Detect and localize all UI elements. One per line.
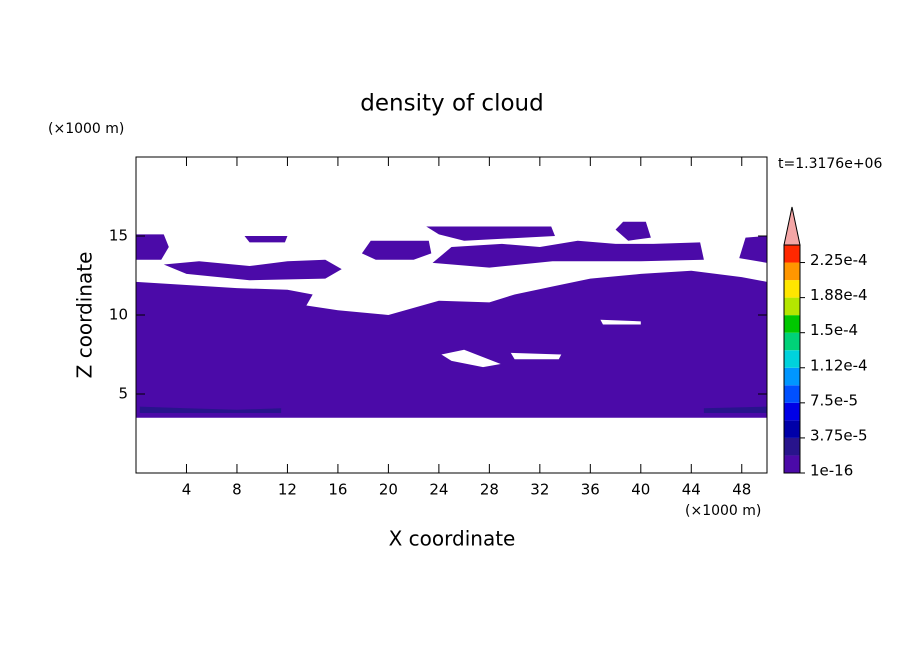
colorbar-band — [784, 315, 800, 333]
x-tick-label: 32 — [530, 481, 549, 499]
contour-region — [136, 234, 169, 260]
contour-region — [244, 236, 288, 243]
x-tick-label: 24 — [429, 481, 448, 499]
contour-region — [432, 240, 704, 268]
contour-region — [739, 236, 767, 263]
x-tick-label: 20 — [379, 481, 398, 499]
y-tick-label: 15 — [109, 227, 128, 245]
colorbar-tick-label: 7.5e-5 — [810, 391, 858, 409]
contour-region — [615, 221, 651, 241]
colorbar-band — [784, 280, 800, 298]
x-tick-label: 12 — [278, 481, 297, 499]
colorbar-band — [784, 420, 800, 438]
x-tick-label: 8 — [232, 481, 242, 499]
contour-gap — [600, 319, 641, 325]
y-tick-label: 10 — [109, 306, 128, 324]
contour-region — [163, 259, 342, 281]
contour-region — [139, 406, 282, 413]
colorbar-frame — [783, 244, 801, 474]
contour-region — [426, 226, 555, 241]
colorbar-band — [784, 332, 800, 351]
x-tick-label: 16 — [328, 481, 347, 499]
contour-region — [361, 240, 432, 260]
colorbar-band — [784, 262, 800, 281]
x-tick-label: 4 — [182, 481, 192, 499]
colorbar-band — [784, 350, 800, 368]
chart-title: density of cloud — [360, 91, 543, 117]
contour-region — [703, 406, 767, 413]
x-unit: (×1000 m) — [685, 503, 761, 519]
colorbar-band — [784, 245, 800, 263]
contour-region — [136, 270, 767, 418]
time-label: t=1.3176e+06 — [778, 156, 882, 172]
colorbar-band — [784, 385, 800, 403]
colorbar-band — [784, 455, 800, 473]
contour-gap — [510, 352, 562, 360]
colorbar-band — [784, 297, 800, 316]
x-axis-label: X coordinate — [389, 527, 516, 551]
colorbar-band — [784, 437, 800, 456]
x-tick-label: 36 — [581, 481, 600, 499]
x-tick-label: 48 — [732, 481, 751, 499]
colorbar-band — [784, 367, 800, 386]
colorbar-tick-label: 2.25e-4 — [810, 251, 868, 269]
y-unit: (×1000 m) — [48, 121, 124, 137]
y-axis-label: Z coordinate — [73, 252, 97, 379]
x-tick-label: 40 — [631, 481, 650, 499]
colorbar-band — [784, 402, 800, 421]
y-tick-label: 5 — [118, 385, 128, 403]
colorbar-tick-label: 1e-16 — [810, 462, 853, 480]
colorbar-tick-label: 1.5e-4 — [810, 321, 858, 339]
contour-gap — [441, 349, 501, 368]
colorbar-tick-label: 3.75e-5 — [810, 426, 868, 444]
x-tick-label: 44 — [682, 481, 701, 499]
colorbar-tick-label: 1.12e-4 — [810, 356, 868, 374]
colorbar-tick-label: 1.88e-4 — [810, 286, 868, 304]
x-tick-label: 28 — [480, 481, 499, 499]
